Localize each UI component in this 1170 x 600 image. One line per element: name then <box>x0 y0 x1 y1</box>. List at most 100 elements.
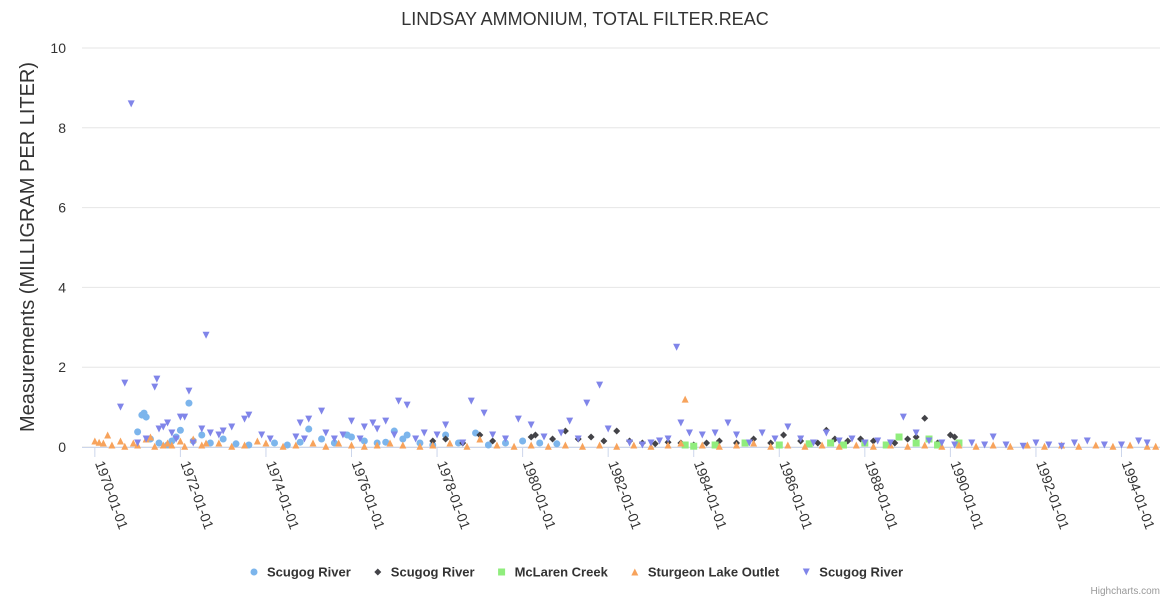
data-point[interactable] <box>561 427 569 435</box>
data-point[interactable] <box>596 441 604 449</box>
data-point[interactable] <box>467 397 475 405</box>
data-point[interactable] <box>142 435 150 443</box>
data-point[interactable] <box>1006 442 1014 450</box>
data-point[interactable] <box>134 428 142 436</box>
data-point[interactable] <box>283 441 291 449</box>
data-point[interactable] <box>784 423 792 431</box>
data-point[interactable] <box>741 439 749 447</box>
data-point[interactable] <box>895 433 903 441</box>
data-point[interactable] <box>771 435 779 443</box>
data-point[interactable] <box>638 441 646 449</box>
data-point[interactable] <box>155 425 163 433</box>
data-point[interactable] <box>459 439 467 447</box>
data-point[interactable] <box>168 429 176 437</box>
data-point[interactable] <box>146 433 154 441</box>
data-point[interactable] <box>322 429 330 437</box>
data-point[interactable] <box>117 437 124 445</box>
data-point[interactable] <box>531 431 539 439</box>
data-point[interactable] <box>1045 441 1053 449</box>
data-point[interactable] <box>292 433 300 441</box>
data-point[interactable] <box>630 441 638 449</box>
data-point[interactable] <box>839 441 847 449</box>
data-point[interactable] <box>827 439 835 447</box>
data-point[interactable] <box>685 429 693 437</box>
data-point[interactable] <box>750 439 758 447</box>
data-point[interactable] <box>91 437 99 445</box>
data-point[interactable] <box>121 379 129 387</box>
data-point[interactable] <box>198 431 206 439</box>
data-point[interactable] <box>510 442 518 450</box>
data-point[interactable] <box>168 441 176 449</box>
data-point[interactable] <box>373 425 381 433</box>
data-point[interactable] <box>681 441 689 449</box>
data-point[interactable] <box>651 440 659 448</box>
data-point[interactable] <box>758 429 766 437</box>
data-point[interactable] <box>698 441 706 449</box>
data-point[interactable] <box>493 441 501 449</box>
data-point[interactable] <box>912 439 920 447</box>
data-point[interactable] <box>775 441 783 449</box>
data-point[interactable] <box>561 441 569 449</box>
data-point[interactable] <box>232 440 240 448</box>
legend-item[interactable]: Scugog River <box>802 565 903 580</box>
data-point[interactable] <box>604 425 612 433</box>
data-point[interactable] <box>733 431 740 439</box>
data-point[interactable] <box>912 433 920 441</box>
legend-item[interactable]: Scugog River <box>250 565 351 580</box>
data-point[interactable] <box>176 426 184 434</box>
data-point[interactable] <box>904 442 912 450</box>
data-point[interactable] <box>715 442 723 450</box>
data-point[interactable] <box>330 435 338 443</box>
data-point[interactable] <box>172 435 180 443</box>
data-point[interactable] <box>429 437 437 445</box>
data-point[interactable] <box>219 427 227 435</box>
data-point[interactable] <box>476 431 484 439</box>
data-point[interactable] <box>99 439 107 447</box>
data-point[interactable] <box>241 441 249 449</box>
data-point[interactable] <box>711 429 719 437</box>
data-point[interactable] <box>557 429 565 437</box>
data-point[interactable] <box>228 442 236 450</box>
data-point[interactable] <box>176 437 184 445</box>
data-point[interactable] <box>553 440 561 448</box>
data-point[interactable] <box>442 421 450 429</box>
data-point[interactable] <box>677 439 685 447</box>
data-point[interactable] <box>1092 441 1100 449</box>
data-point[interactable] <box>142 413 150 421</box>
data-point[interactable] <box>305 425 313 433</box>
data-point[interactable] <box>703 439 711 447</box>
data-point[interactable] <box>613 442 621 450</box>
data-point[interactable] <box>968 439 976 447</box>
data-point[interactable] <box>279 442 287 450</box>
data-point[interactable] <box>219 435 227 443</box>
data-point[interactable] <box>386 439 394 447</box>
data-point[interactable] <box>899 413 907 421</box>
data-point[interactable] <box>476 435 484 443</box>
data-point[interactable] <box>852 441 860 449</box>
data-point[interactable] <box>155 439 163 447</box>
data-point[interactable] <box>989 441 997 449</box>
data-point[interactable] <box>502 439 509 447</box>
data-point[interactable] <box>292 441 300 449</box>
data-point[interactable] <box>519 437 527 445</box>
data-point[interactable] <box>698 431 706 439</box>
data-point[interactable] <box>677 419 685 427</box>
data-point[interactable] <box>348 433 355 441</box>
data-point[interactable] <box>318 407 326 415</box>
data-point[interactable] <box>305 415 313 423</box>
data-point[interactable] <box>724 419 732 427</box>
data-point[interactable] <box>198 441 206 449</box>
data-point[interactable] <box>129 439 137 447</box>
data-point[interactable] <box>951 433 959 441</box>
data-point[interactable] <box>587 433 595 441</box>
data-point[interactable] <box>1135 437 1143 445</box>
data-point[interactable] <box>127 100 135 108</box>
data-point[interactable] <box>613 427 621 435</box>
data-point[interactable] <box>1075 442 1083 450</box>
data-point[interactable] <box>981 441 989 449</box>
data-point[interactable] <box>938 439 946 447</box>
data-point[interactable] <box>951 441 959 449</box>
data-point[interactable] <box>121 442 129 450</box>
data-point[interactable] <box>1041 442 1048 450</box>
data-point[interactable] <box>416 442 424 450</box>
